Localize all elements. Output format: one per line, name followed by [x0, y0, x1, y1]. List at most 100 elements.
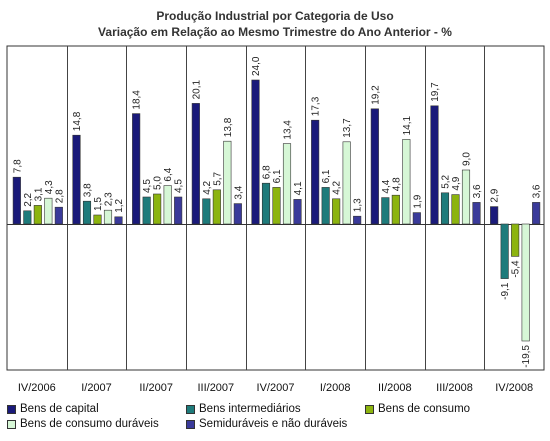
bar-bens-de-consumo-i-2008	[332, 198, 341, 225]
legend-label-bens-de-capital: Bens de capital	[20, 403, 99, 415]
bar-semiduraveis-e-nao-duraveis-i-2007	[114, 216, 123, 225]
data-label-bens-de-capital-iv-2006: 7,8	[12, 159, 23, 173]
bar-bens-de-capital-iv-2006	[12, 176, 21, 225]
legend-item-bens-de-consumo-duraveis: Bens de consumo duráveis	[7, 418, 159, 430]
legend-label-bens-de-consumo: Bens de consumo	[378, 403, 471, 415]
data-label-bens-de-consumo-duraveis-iii-2007: 13,8	[223, 117, 234, 137]
data-label-bens-de-consumo-iv-2007: 6,1	[272, 169, 283, 183]
data-label-bens-intermediarios-ii-2008: 4,4	[381, 179, 392, 193]
data-label-bens-de-consumo-duraveis-iv-2007: 13,4	[283, 120, 294, 140]
x-tick-label-iii-2007: III/2007	[197, 382, 234, 394]
bar-bens-intermediarios-iv-2007	[261, 182, 271, 225]
legend-item-bens-de-consumo: Bens de consumo	[365, 403, 470, 415]
data-label-bens-de-consumo-i-2008: 4,2	[332, 180, 343, 194]
bar-bens-de-consumo-duraveis-i-2008	[342, 141, 351, 225]
x-tick-label-i-2008: I/2008	[320, 382, 351, 394]
data-label-bens-intermediarios-ii-2007: 4,5	[142, 179, 153, 193]
bar-semiduraveis-e-nao-duraveis-iii-2007	[233, 203, 242, 225]
bar-bens-de-capital-iii-2007	[191, 103, 200, 225]
data-label-bens-de-consumo-iv-2008: -5,4	[511, 260, 522, 278]
data-label-bens-de-consumo-i-2007: 1,5	[93, 197, 104, 211]
bar-bens-de-consumo-iii-2007	[212, 189, 221, 225]
bar-bens-de-consumo-iii-2008	[451, 194, 460, 225]
data-label-bens-de-consumo-duraveis-iv-2006: 4,3	[44, 180, 55, 194]
data-label-bens-de-consumo-ii-2007: 5,0	[153, 176, 164, 190]
data-label-bens-intermediarios-iv-2007: 6,8	[262, 165, 273, 179]
plot-frame	[6, 45, 545, 371]
bar-bens-de-consumo-iv-2007	[272, 187, 281, 225]
data-label-semiduraveis-e-nao-duraveis-ii-2008: 1,9	[412, 194, 423, 208]
data-label-bens-de-capital-i-2007: 14,8	[72, 111, 83, 131]
data-label-bens-de-consumo-duraveis-iv-2008: -19,5	[521, 345, 532, 368]
data-label-bens-de-consumo-duraveis-ii-2007: 6,4	[163, 167, 174, 181]
bar-bens-intermediarios-ii-2007	[142, 196, 151, 225]
legend-label-semiduraveis: Semiduráveis e não duráveis	[199, 418, 348, 430]
bar-bens-de-consumo-duraveis-iv-2008	[521, 223, 530, 342]
data-label-bens-de-capital-i-2008: 17,3	[311, 96, 322, 116]
legend-swatch-bens-de-consumo-duraveis	[7, 419, 16, 429]
bar-bens-de-consumo-iv-2008	[511, 223, 520, 257]
data-label-bens-de-consumo-duraveis-iii-2008: 9,0	[462, 152, 473, 166]
bar-bens-de-consumo-duraveis-ii-2007	[163, 185, 172, 225]
bar-semiduraveis-e-nao-duraveis-iv-2006	[54, 206, 63, 225]
data-label-bens-de-consumo-ii-2008: 4,8	[391, 177, 402, 191]
bar-semiduraveis-e-nao-duraveis-iv-2007	[293, 199, 302, 225]
x-tick-label-iv-2007: IV/2007	[257, 382, 295, 394]
bar-bens-de-consumo-duraveis-iii-2008	[461, 169, 471, 225]
bar-bens-de-consumo-i-2007	[93, 214, 102, 225]
data-label-semiduraveis-e-nao-duraveis-ii-2007: 4,5	[174, 179, 185, 193]
bar-bens-intermediarios-i-2007	[82, 200, 92, 225]
data-label-semiduraveis-e-nao-duraveis-i-2008: 1,3	[353, 198, 364, 212]
bar-bens-de-consumo-duraveis-iv-2006	[44, 197, 53, 225]
data-label-bens-de-capital-iv-2008: 2,9	[490, 188, 501, 202]
bar-semiduraveis-e-nao-duraveis-iv-2008	[532, 202, 541, 225]
bar-bens-de-consumo-duraveis-ii-2008	[402, 139, 411, 225]
data-label-bens-intermediarios-iv-2006: 2,2	[23, 192, 34, 206]
data-label-bens-de-capital-iii-2008: 19,7	[430, 82, 441, 102]
data-label-semiduraveis-e-nao-duraveis-iv-2008: 3,6	[532, 184, 543, 198]
legend-item-bens-de-capital: Bens de capital	[7, 403, 99, 415]
legend-swatch-bens-de-capital	[7, 404, 16, 414]
data-label-bens-de-consumo-iii-2008: 4,9	[451, 176, 462, 190]
bar-semiduraveis-e-nao-duraveis-ii-2007	[174, 196, 183, 225]
data-label-semiduraveis-e-nao-duraveis-iii-2007: 3,4	[233, 185, 244, 199]
bar-bens-intermediarios-iii-2007	[202, 198, 211, 225]
x-tick-label-iv-2006: IV/2006	[18, 382, 56, 394]
data-label-bens-intermediarios-i-2008: 6,1	[321, 169, 332, 183]
data-label-bens-de-capital-ii-2008: 19,2	[370, 85, 381, 105]
data-label-semiduraveis-e-nao-duraveis-i-2007: 1,2	[114, 198, 125, 212]
data-label-bens-intermediarios-iii-2007: 4,2	[202, 180, 213, 194]
bar-bens-de-consumo-duraveis-i-2007	[103, 209, 113, 225]
data-label-bens-de-consumo-duraveis-i-2008: 13,7	[342, 118, 353, 138]
data-label-bens-intermediarios-iii-2008: 5,2	[441, 174, 452, 188]
bar-bens-de-capital-i-2008	[311, 119, 320, 225]
bar-bens-intermediarios-iii-2008	[440, 192, 450, 225]
chart-subtitle: Variação em Relação ao Mesmo Trimestre d…	[98, 25, 452, 39]
bar-bens-de-consumo-duraveis-iii-2007	[223, 140, 232, 225]
bar-bens-de-consumo-ii-2007	[153, 193, 162, 225]
data-label-semiduraveis-e-nao-duraveis-iii-2008: 3,6	[472, 184, 483, 198]
bar-bens-de-capital-i-2007	[72, 134, 81, 225]
bar-bens-de-consumo-iv-2006	[33, 205, 42, 225]
data-label-bens-intermediarios-i-2007: 3,8	[83, 183, 94, 197]
bar-bens-intermediarios-i-2008	[321, 187, 330, 225]
x-tick-label-iii-2008: III/2008	[436, 382, 473, 394]
legend-item-semiduraveis: Semiduráveis e não duráveis	[186, 418, 347, 430]
bar-semiduraveis-e-nao-duraveis-i-2008	[353, 215, 362, 225]
bar-bens-de-consumo-duraveis-iv-2007	[282, 143, 292, 225]
bar-bens-de-capital-iii-2008	[430, 105, 439, 225]
x-tick-label-i-2007: I/2007	[81, 382, 112, 394]
x-tick-label-ii-2008: II/2008	[378, 382, 412, 394]
data-label-bens-intermediarios-iv-2008: -9,1	[500, 282, 511, 300]
data-label-bens-de-consumo-duraveis-ii-2008: 14,1	[402, 115, 413, 135]
legend-label-bens-de-consumo-duraveis: Bens de consumo duráveis	[20, 418, 159, 430]
data-label-bens-de-consumo-iv-2006: 3,1	[33, 187, 44, 201]
bar-bens-de-capital-iv-2007	[251, 79, 260, 225]
data-label-semiduraveis-e-nao-duraveis-iv-2006: 2,8	[54, 189, 65, 203]
chart-title: Produção Industrial por Categoria de Uso	[156, 9, 394, 23]
legend-swatch-bens-de-consumo	[365, 404, 374, 414]
data-label-bens-de-capital-ii-2007: 18,4	[132, 90, 143, 110]
bar-semiduraveis-e-nao-duraveis-iii-2008	[472, 202, 481, 225]
data-label-bens-de-consumo-duraveis-i-2007: 2,3	[104, 192, 115, 206]
